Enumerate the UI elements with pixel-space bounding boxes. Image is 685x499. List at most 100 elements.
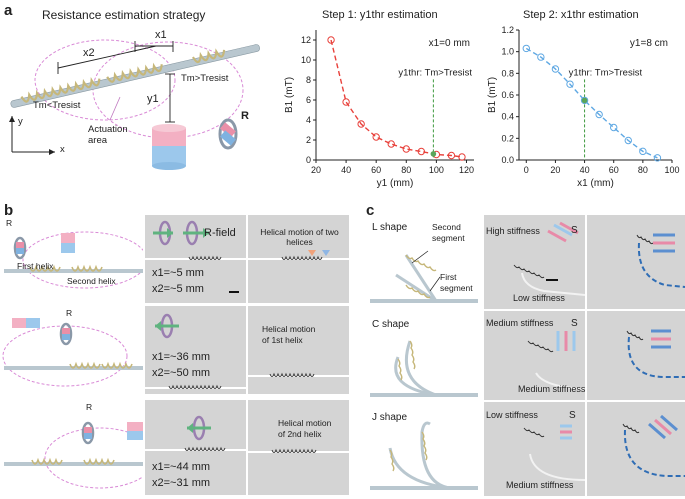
y-tick-label: 4 <box>306 115 311 125</box>
b1-first-helix: First helix <box>17 261 54 271</box>
b3-x1: x1=~44 mm <box>152 461 211 473</box>
c1-shape: L shape <box>372 222 408 233</box>
rotating-magnet-icon <box>218 118 238 150</box>
c3-shape: J shape <box>372 412 408 423</box>
panel-b-row1-photo2 <box>248 215 349 303</box>
x-axis-label: x1 (mm) <box>577 178 614 189</box>
panel-c-row3-schematic <box>366 402 482 496</box>
c3-stiff-top: Low stiffness <box>486 410 538 420</box>
c2-stiff-top: Medium stiffness <box>486 318 554 328</box>
panel-c-row2-schematic <box>366 311 482 400</box>
c2-S: S <box>571 318 578 329</box>
b2-x2: x2=~50 mm <box>152 367 211 379</box>
x-tick-label: 20 <box>550 165 560 175</box>
data-point <box>551 65 560 73</box>
b1-R: R <box>6 218 13 228</box>
data-point <box>639 147 647 156</box>
chart-step2: 0 20 40 60 80 100 0.0 0.2 0.4 0.6 0.8 1.0 1.2 x1 (mm)… <box>487 25 680 189</box>
x-axis-label: y1 (mm) <box>377 178 414 189</box>
x-tick-label: 100 <box>429 165 444 175</box>
y-axis-label: B1 (mT) <box>284 77 295 113</box>
chart-axes <box>315 30 474 161</box>
panel-b-row3-photo2 <box>248 400 349 495</box>
data-point <box>595 110 603 119</box>
y-tick-label: 8 <box>306 75 311 85</box>
data-point <box>342 98 350 106</box>
panel-b-row1-photo1 <box>145 215 246 303</box>
c1-stiff-bottom: Low stiffness <box>513 293 565 303</box>
label-R: R <box>241 110 249 122</box>
panel-c-letter: c <box>366 202 375 219</box>
data-point <box>458 153 466 161</box>
series-line <box>330 39 463 158</box>
threshold-label: y1thr: Tm>Tresist <box>398 67 472 78</box>
x-tick-label: 80 <box>638 165 648 175</box>
x-tick-label: 120 <box>459 165 474 175</box>
data-point <box>327 36 335 44</box>
b3-x2: x2=~31 mm <box>152 477 211 489</box>
c1-seg2: Second segment <box>432 222 465 243</box>
series-line <box>525 47 658 159</box>
step1-title: Step 1: y1thr estimation <box>322 9 438 21</box>
c1-S: S <box>571 225 578 236</box>
c1-seg1: First segment <box>440 272 473 293</box>
panel-c-row2-photo2 <box>587 311 685 400</box>
chart-axes <box>518 30 672 161</box>
data-point <box>402 145 410 153</box>
y-tick-label: 0.6 <box>501 90 514 100</box>
panel-b-row2-schematic <box>0 306 143 394</box>
data-point <box>357 120 365 128</box>
label-x2: x2 <box>83 47 95 59</box>
data-point <box>580 96 589 105</box>
panel-b-row3-photo1 <box>145 400 246 495</box>
b1-second-helix: Second helix <box>67 276 116 286</box>
x-tick-label: 20 <box>311 165 321 175</box>
x-tick-label: 100 <box>664 165 679 175</box>
x-tick-label: 40 <box>580 165 590 175</box>
panel-c-row1-photo2 <box>587 215 685 309</box>
data-point <box>624 136 632 145</box>
data-point <box>653 154 662 162</box>
b3-motion-2: of 2nd helix <box>278 429 322 439</box>
b2-motion-2: of 1st helix <box>262 335 303 345</box>
label-tm-less: Tm<Tresist <box>33 100 81 111</box>
data-point <box>566 80 574 88</box>
c3-stiff-bottom: Medium stiffness <box>506 480 574 490</box>
b1-x1: x1=~5 mm <box>152 267 204 279</box>
panel-b-letter: b <box>4 202 14 219</box>
b1-motion: Helical motion of two helices <box>260 227 339 247</box>
chart-annotation: x1=0 mm <box>429 38 470 49</box>
b3-motion-1: Helical motion <box>278 418 332 428</box>
y-tick-label: 10 <box>301 55 311 65</box>
y-tick-label: 1.0 <box>501 47 514 57</box>
y-tick-label: 0.0 <box>501 155 514 165</box>
data-point <box>522 44 530 53</box>
y-tick-label: 0 <box>306 155 311 165</box>
chart-annotation: y1=8 cm <box>630 38 668 49</box>
c1-stiff-top: High stiffness <box>486 226 540 236</box>
c2-stiff-bottom: Medium stiffness <box>518 384 586 394</box>
y-tick-label: 12 <box>301 35 311 45</box>
panel-a-letter: a <box>4 2 13 19</box>
x-tick-label: 80 <box>401 165 411 175</box>
label-tm-greater: Tm>Tresist <box>181 73 229 84</box>
c3-S: S <box>569 410 576 421</box>
x-tick-label: 0 <box>524 165 529 175</box>
label-y1: y1 <box>147 93 159 105</box>
panel-a-illustration <box>9 39 260 170</box>
panel-b-row3-schematic <box>0 400 143 495</box>
panel-c-row3-photo1 <box>484 402 585 496</box>
panel-c-row1-schematic <box>366 215 482 309</box>
data-point <box>537 53 545 61</box>
panel-b-row1-schematic <box>0 215 143 303</box>
panel-c-row2-photo1 <box>484 311 585 400</box>
threshold-marker <box>581 97 588 104</box>
panel-b-row2-photo2 <box>248 306 349 394</box>
data-point <box>372 133 380 141</box>
y-tick-label: 2 <box>306 135 311 145</box>
label-axis-x: x <box>60 144 65 155</box>
panel-c-row3-photo2 <box>587 402 685 496</box>
x-tick-label: 40 <box>341 165 351 175</box>
y-tick-label: 0.4 <box>501 112 514 122</box>
y-tick-label: 1.2 <box>501 25 514 35</box>
